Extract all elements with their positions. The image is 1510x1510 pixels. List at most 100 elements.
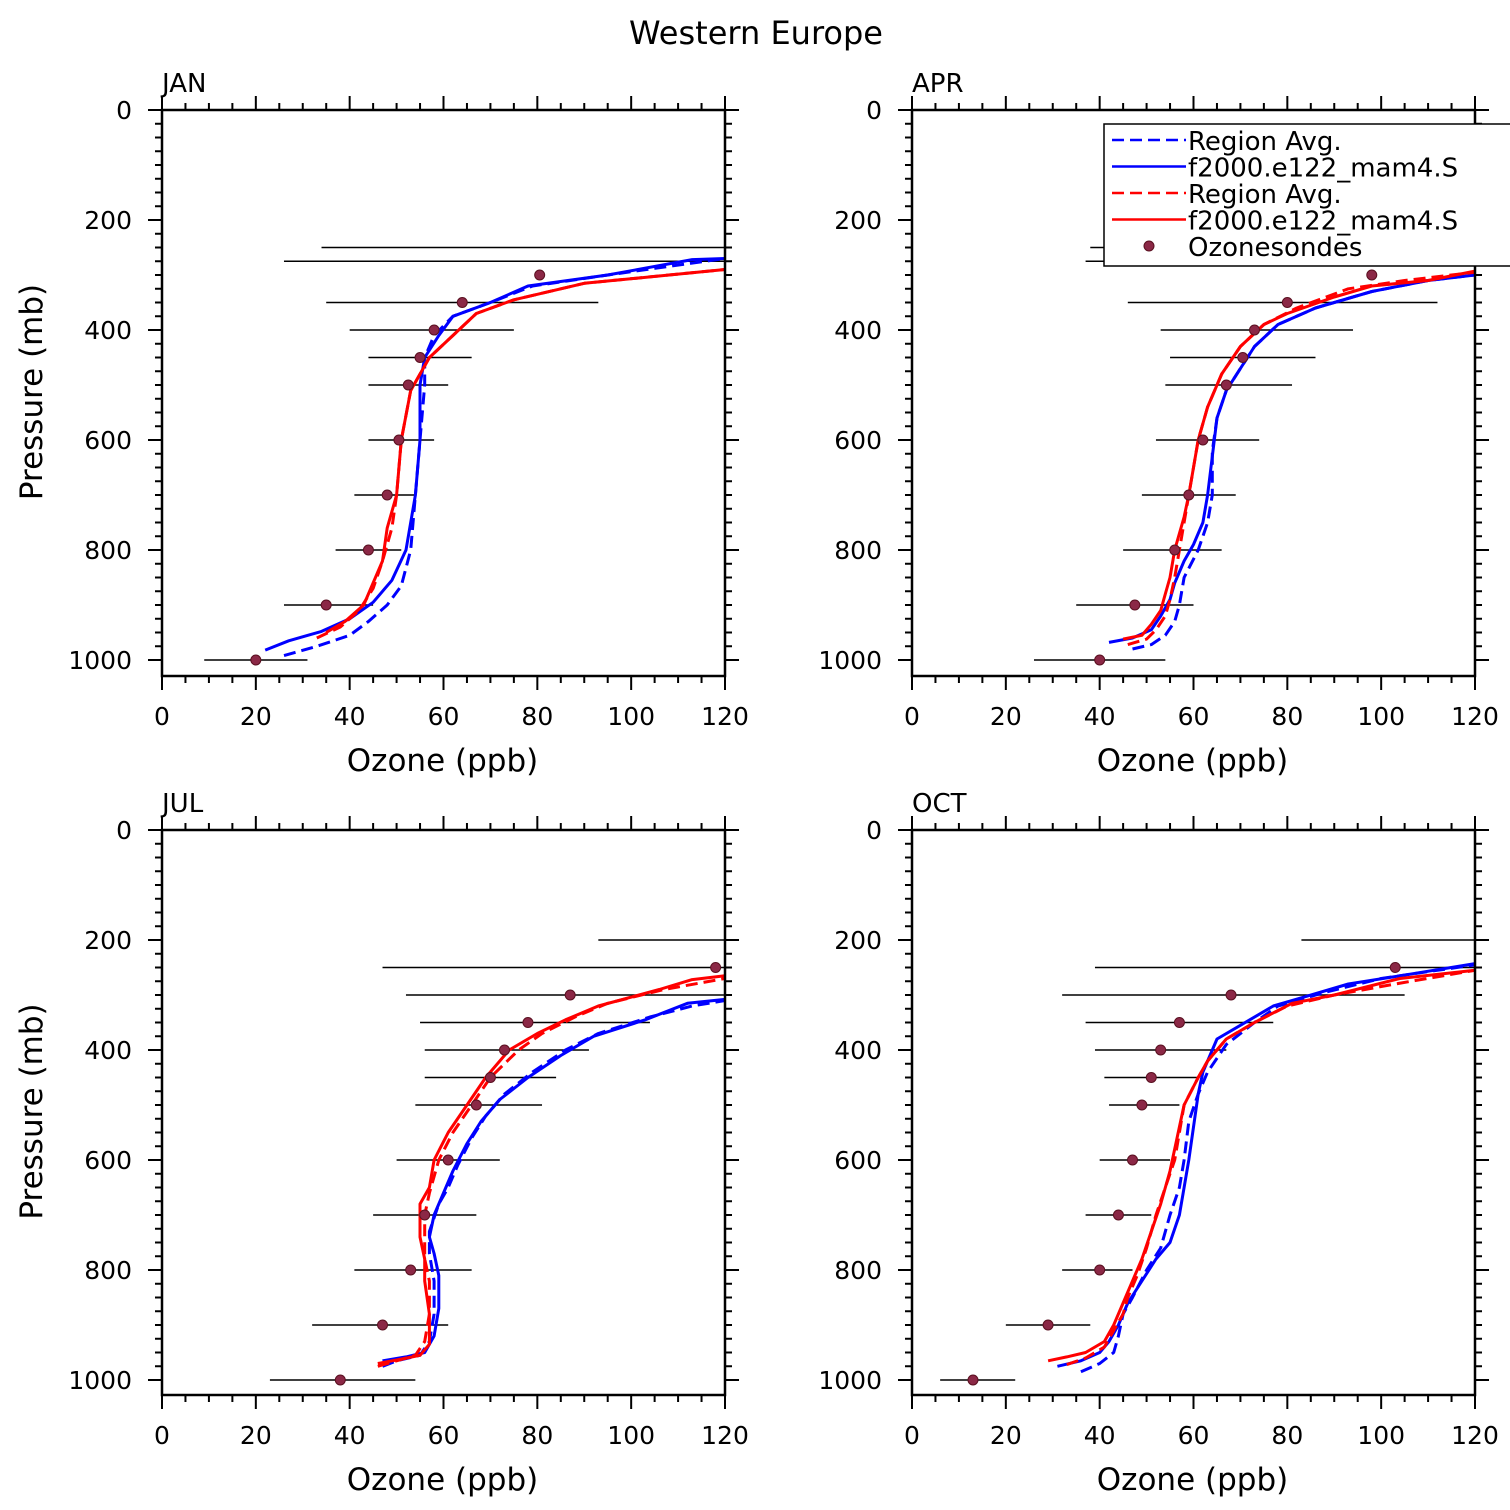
panel-jan: JAN 0 20 40 60 80 100 120 0 200 400 600 800 1000 Ozone… xyxy=(14,69,749,779)
series-line xyxy=(382,997,726,1363)
legend-label: Ozonesondes xyxy=(1188,233,1362,263)
figure-title: Western Europe xyxy=(629,14,883,52)
ozonesonde-point xyxy=(1237,352,1249,363)
x-tick-label: 80 xyxy=(1271,1421,1303,1450)
x-tick-label: 60 xyxy=(1178,702,1210,731)
ozonesonde-point xyxy=(250,654,262,666)
ozonesonde-point xyxy=(1145,1072,1157,1083)
x-axis-label: Ozone (ppb) xyxy=(347,1462,538,1498)
x-tick-label: 40 xyxy=(334,1421,366,1450)
x-tick-label: 120 xyxy=(701,1421,749,1450)
ozonesonde-point xyxy=(402,379,414,391)
ozonesonde-point xyxy=(1112,1209,1124,1221)
series-line xyxy=(325,268,726,634)
ozonesonde-point xyxy=(1281,297,1293,308)
legend-box xyxy=(1103,123,1510,267)
ozonesonde-point xyxy=(1225,989,1237,1001)
x-tick-label: 40 xyxy=(1084,702,1116,731)
ozonesonde-point xyxy=(564,989,576,1001)
y-tick-label: 200 xyxy=(84,926,132,955)
series-line xyxy=(377,974,726,1365)
ozonesonde-point xyxy=(470,1099,482,1111)
panel-oct: OCT 0 20 40 60 80 100 120 0 200 400 600 800 1000 Ozone… xyxy=(818,789,1498,1498)
plot-area xyxy=(204,246,730,666)
series-line xyxy=(1047,968,1476,1363)
ozonesonde-point xyxy=(1155,1044,1167,1056)
ozonesonde-point xyxy=(1136,1099,1148,1111)
plot-frame xyxy=(160,108,727,678)
x-tick-label: 0 xyxy=(154,702,170,731)
y-tick-label: 0 xyxy=(116,96,132,125)
ozonesonde-point xyxy=(456,297,468,308)
legend-marker xyxy=(1143,240,1155,252)
y-tick-label: 600 xyxy=(84,426,132,455)
panel-jul: JUL 0 20 40 60 80 100 120 0 200 400 600 800 1000 Ozone… xyxy=(14,789,749,1498)
y-tick-label: 1000 xyxy=(818,1366,882,1395)
ticks xyxy=(148,96,739,690)
x-tick-label: 20 xyxy=(240,702,272,731)
ozonesonde-point xyxy=(334,1374,346,1386)
series-line xyxy=(1108,273,1476,644)
x-axis-label: Ozone (ppb) xyxy=(1097,743,1288,779)
ozonesonde-point xyxy=(1094,1264,1106,1276)
series-line xyxy=(1127,270,1476,647)
ozonesonde-point xyxy=(428,324,440,336)
legend-label: Region Avg. xyxy=(1188,127,1342,157)
ozonesonde-point xyxy=(710,962,722,973)
panel-title: OCT xyxy=(912,789,967,819)
y-tick-label: 400 xyxy=(84,316,132,345)
ozonesonde-point xyxy=(320,599,332,611)
legend-label: Region Avg. xyxy=(1188,180,1342,210)
plot-frame xyxy=(910,108,1477,678)
y-tick-label: 200 xyxy=(84,206,132,235)
y-tick-label: 800 xyxy=(84,1256,132,1285)
ticks xyxy=(148,816,739,1409)
ozonesonde-point xyxy=(1220,379,1232,391)
ozonesonde-point xyxy=(362,544,374,556)
x-tick-label: 40 xyxy=(1084,1421,1116,1450)
x-tick-label: 100 xyxy=(1357,702,1405,731)
y-axis-label: Pressure (mb) xyxy=(14,284,50,500)
x-tick-label: 100 xyxy=(1357,1421,1405,1450)
x-tick-label: 0 xyxy=(154,1421,170,1450)
series-line xyxy=(1132,273,1476,651)
panel-title: JAN xyxy=(160,69,206,99)
ozonesonde-point xyxy=(1183,489,1195,501)
y-tick-label: 200 xyxy=(834,206,882,235)
y-tick-label: 600 xyxy=(84,1146,132,1175)
y-tick-label: 200 xyxy=(834,926,882,955)
ozonesonde-point xyxy=(1094,654,1106,666)
y-tick-label: 800 xyxy=(834,1256,882,1285)
ozonesonde-point xyxy=(534,269,546,281)
x-tick-label: 60 xyxy=(428,702,460,731)
ozonesonde-point xyxy=(381,489,393,501)
ticks xyxy=(898,816,1489,1409)
ozonesonde-point xyxy=(522,1017,534,1028)
ozonesonde-point xyxy=(405,1264,417,1276)
plot-frame xyxy=(910,828,1477,1397)
series-line xyxy=(1057,962,1476,1368)
x-tick-label: 20 xyxy=(240,1421,272,1450)
x-tick-label: 100 xyxy=(607,1421,655,1450)
x-axis-label: Ozone (ppb) xyxy=(1097,1462,1288,1498)
plot-area xyxy=(269,939,730,1386)
x-tick-label: 20 xyxy=(990,702,1022,731)
y-tick-label: 400 xyxy=(84,1036,132,1065)
x-tick-label: 40 xyxy=(334,702,366,731)
x-tick-label: 80 xyxy=(521,702,553,731)
x-tick-label: 120 xyxy=(701,702,749,731)
series-line xyxy=(381,999,726,1368)
x-tick-label: 0 xyxy=(904,702,920,731)
series-line xyxy=(283,257,726,658)
ozonesonde-point xyxy=(393,434,405,446)
y-tick-label: 800 xyxy=(84,536,132,565)
ozonesonde-point xyxy=(1248,324,1260,336)
ozonesonde-point xyxy=(414,352,426,363)
y-tick-label: 1000 xyxy=(68,646,132,675)
x-tick-label: 80 xyxy=(1271,702,1303,731)
ozonesonde-point xyxy=(1127,1154,1139,1166)
ozonesonde-point xyxy=(1169,544,1181,556)
series-line xyxy=(1122,269,1476,641)
